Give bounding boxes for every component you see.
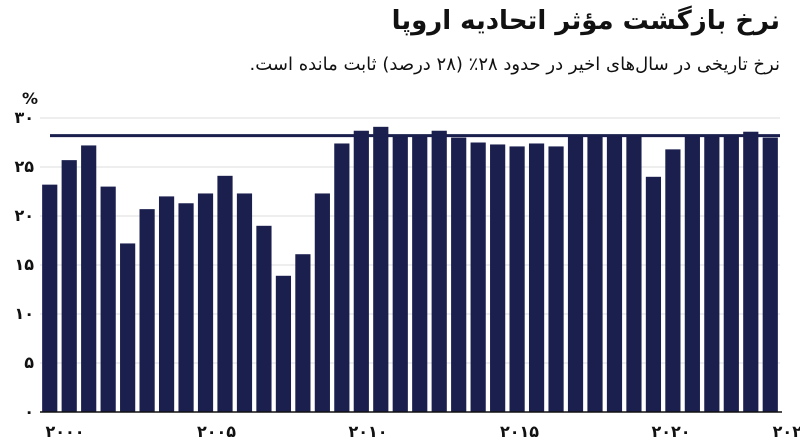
- y-tick-label: ۱۰: [14, 304, 34, 323]
- bar: [236, 193, 253, 412]
- bar: [587, 136, 603, 412]
- y-axis-unit-label: %: [22, 89, 38, 108]
- bar: [704, 134, 720, 412]
- bar: [723, 134, 739, 412]
- bar: [197, 193, 214, 412]
- x-tick-label: ۲۰۲۰: [651, 422, 690, 441]
- bar: [392, 136, 408, 412]
- bar: [684, 136, 700, 412]
- x-tick-label: ۲۰۱۵: [500, 422, 539, 441]
- bar: [256, 225, 272, 412]
- chart-subtitle: نرخ تاریخی در سال‌های اخیر در حدود ۲۸٪ (…: [249, 54, 780, 75]
- y-tick-label: ۵: [24, 353, 34, 372]
- chart-title: نرخ بازگشت مؤثر اتحادیه اروپا: [391, 6, 780, 36]
- bar: [626, 136, 642, 412]
- bar: [61, 160, 77, 412]
- bar: [120, 243, 136, 412]
- bar: [567, 136, 584, 412]
- bar: [314, 193, 330, 412]
- bar: [606, 134, 623, 412]
- bar: [665, 149, 681, 413]
- bar: [295, 254, 311, 412]
- y-tick-label: ۰: [24, 402, 34, 421]
- bar: [275, 275, 292, 412]
- bar: [548, 146, 564, 413]
- bar: [373, 126, 389, 412]
- bar: [334, 143, 350, 413]
- x-tick-label: ۲۰۰۵: [197, 422, 236, 441]
- bar: [158, 196, 175, 412]
- bar: [100, 186, 116, 412]
- x-tick-label: ۲۰۲۴: [773, 422, 800, 441]
- y-tick-label: ۲۰: [14, 206, 34, 225]
- bar: [431, 130, 447, 413]
- y-tick-label: ۱۵: [14, 255, 34, 274]
- bar: [139, 209, 155, 412]
- bar: [528, 143, 545, 413]
- bar: [509, 146, 525, 413]
- bar: [470, 142, 486, 412]
- bar: [762, 137, 778, 412]
- bar: [81, 145, 97, 412]
- bar: [451, 137, 467, 412]
- bar: [217, 175, 233, 412]
- bar: [178, 203, 194, 412]
- x-tick-label: ۲۰۱۰: [348, 422, 387, 441]
- bar: [490, 144, 506, 412]
- x-tick-label: ۲۰۰۰: [45, 422, 84, 441]
- y-tick-label: ۲۵: [14, 157, 34, 176]
- bar: [42, 184, 58, 412]
- bar: [412, 136, 428, 412]
- bar: [743, 131, 759, 412]
- bar: [645, 176, 662, 412]
- bar: [353, 130, 369, 413]
- y-tick-label: ۳۰: [14, 108, 34, 127]
